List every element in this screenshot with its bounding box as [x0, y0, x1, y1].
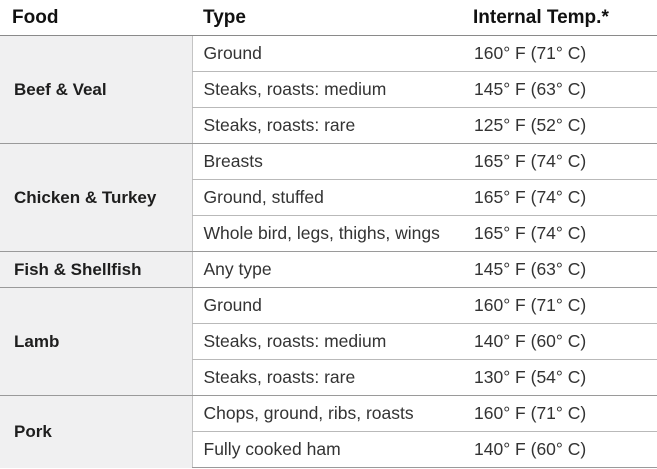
- internal-temp-cell: 125° F (52° C): [461, 107, 657, 144]
- internal-temp-cell: 165° F (74° C): [461, 215, 657, 252]
- table-row: Lamb Ground 160° F (71° C): [0, 287, 657, 396]
- internal-temp-cell: 160° F (71° C): [461, 395, 657, 432]
- internal-temp-cell: 165° F (74° C): [461, 179, 657, 216]
- type-cell: Ground: [191, 35, 461, 72]
- table-row: Ground, stuffed 165° F (74° C): [0, 179, 657, 216]
- table-row: Fully cooked ham 140° F (60° C): [0, 431, 657, 468]
- table-row: Chicken & Turkey Breasts 165° F (74° C): [0, 143, 657, 252]
- header-internal-temp: Internal Temp.*: [461, 0, 657, 36]
- type-cell: Chops, ground, ribs, roasts: [191, 395, 461, 432]
- table-body: Beef & Veal Ground 160° F (71° C) Steaks, r…: [0, 35, 657, 468]
- type-cell: Any type: [191, 251, 461, 288]
- header-row: Food Type Internal Temp.*: [0, 0, 657, 36]
- internal-temp-cell: 160° F (71° C): [461, 287, 657, 324]
- type-cell: Ground, stuffed: [191, 179, 461, 216]
- header-food: Food: [0, 0, 192, 36]
- food-category-cell: Beef & Veal: [0, 35, 192, 144]
- type-cell: Steaks, roasts: rare: [191, 107, 461, 144]
- food-category-cell: Fish & Shellfish: [0, 251, 192, 288]
- internal-temp-cell: 140° F (60° C): [461, 323, 657, 360]
- internal-temp-cell: 145° F (63° C): [461, 71, 657, 108]
- type-cell: Steaks, roasts: rare: [191, 359, 461, 396]
- internal-temp-cell: 160° F (71° C): [461, 35, 657, 72]
- table-row: Steaks, roasts: medium 140° F (60° C): [0, 323, 657, 360]
- type-cell: Steaks, roasts: medium: [191, 323, 461, 360]
- header-type: Type: [192, 0, 461, 36]
- internal-temp-cell: 165° F (74° C): [461, 143, 657, 180]
- type-cell: Breasts: [191, 143, 461, 180]
- internal-temp-cell: 130° F (54° C): [461, 359, 657, 396]
- table-row: Fish & Shellfish Any type 145° F (63° C): [0, 251, 657, 288]
- type-cell: Steaks, roasts: medium: [191, 71, 461, 108]
- type-cell: Ground: [191, 287, 461, 324]
- food-category-cell: Pork: [0, 395, 192, 468]
- type-cell: Fully cooked ham: [191, 431, 461, 468]
- table-row: Pork Chops, ground, ribs, roasts 160° F (7…: [0, 395, 657, 468]
- food-category-cell: Chicken & Turkey: [0, 143, 192, 252]
- food-category-cell: Lamb: [0, 287, 192, 396]
- internal-temp-cell: 140° F (60° C): [461, 431, 657, 468]
- table-row: Whole bird, legs, thighs, wings 165° F (7…: [0, 215, 657, 252]
- internal-temp-cell: 145° F (63° C): [461, 251, 657, 288]
- table-row: Beef & Veal Ground 160° F (71° C): [0, 35, 657, 144]
- table-row: Steaks, roasts: rare 130° F (54° C): [0, 359, 657, 396]
- type-cell: Whole bird, legs, thighs, wings: [191, 215, 461, 252]
- table-row: Steaks, roasts: rare 125° F (52° C): [0, 107, 657, 144]
- table-row: Steaks, roasts: medium 145° F (63° C): [0, 71, 657, 108]
